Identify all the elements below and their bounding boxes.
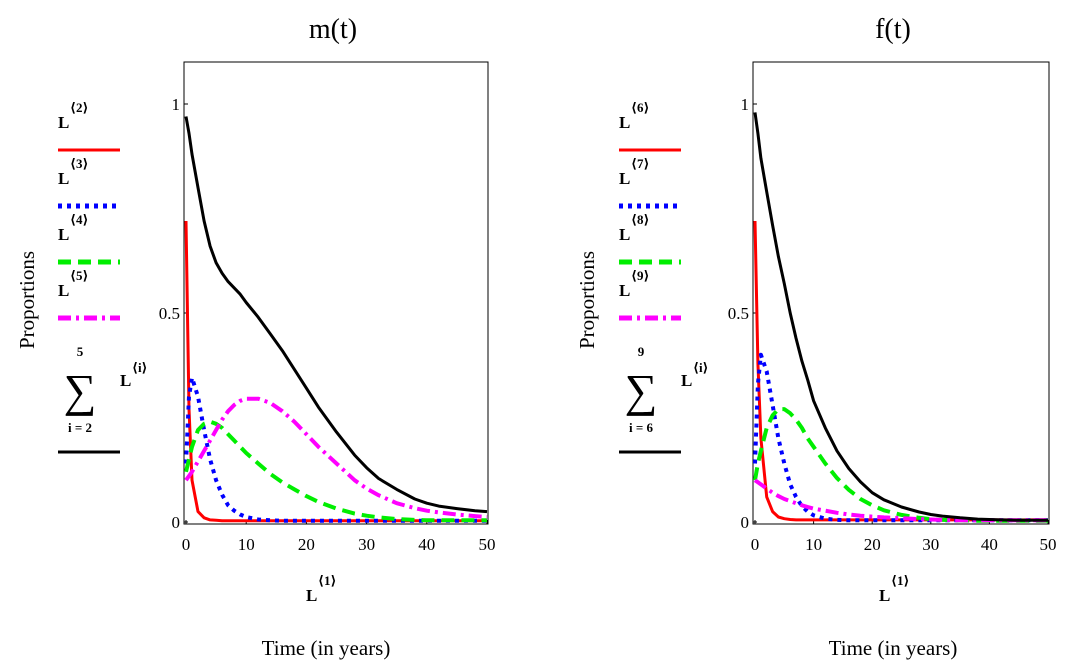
legend-label-sup-3: ⟨8⟩ (631, 212, 649, 227)
x-axis-label-m: Time (in years) (262, 636, 391, 660)
legend-f: L⟨6⟩L⟨7⟩L⟨8⟩L⟨9⟩9∑i = 6L⟨i⟩ (619, 100, 709, 454)
x-tick-label: 50 (479, 535, 496, 554)
chart-title-f: f(t) (875, 14, 911, 45)
legend-label-sup-4: ⟨9⟩ (631, 268, 649, 283)
x-tick-label: 30 (358, 535, 375, 554)
sum-term: L (681, 371, 692, 390)
x-axis-label-f: Time (in years) (829, 636, 958, 660)
series-line-2 (184, 375, 487, 523)
y-axis-label-f: Proportions (575, 251, 599, 349)
legend-label-sup-1: ⟨2⟩ (70, 100, 88, 115)
x-var-label-base-m: L (306, 586, 317, 605)
legend-label-3: L (619, 225, 630, 244)
y-tick-label: 0 (741, 513, 750, 532)
x-var-label-sup-f: ⟨1⟩ (891, 573, 909, 588)
legend-label-4: L (619, 281, 630, 300)
y-axis-label-m: Proportions (15, 251, 39, 349)
sum-lower-limit: i = 6 (629, 420, 654, 435)
x-tick-label: 40 (981, 535, 998, 554)
chart-m: m(t) Proportions L ⟨1⟩ Time (in years) 0… (15, 14, 496, 660)
sum-upper-limit: 5 (77, 344, 84, 359)
legend-label-1: L (619, 113, 630, 132)
plot-frame (183, 61, 489, 525)
legend-label-sup-2: ⟨3⟩ (70, 156, 88, 171)
x-tick-label: 30 (922, 535, 939, 554)
sum-lower-limit: i = 2 (68, 420, 92, 435)
x-var-label-base-f: L (879, 586, 890, 605)
axes-f: 00.510 10 20 30 40 50 (728, 61, 1057, 554)
plot-area-m (184, 116, 488, 523)
y-tick-label: 1 (741, 95, 750, 114)
chart-title-m: m(t) (309, 14, 357, 45)
axes-m: 00.510 10 20 30 40 50 (159, 61, 496, 554)
x-tick-label: 20 (864, 535, 881, 554)
legend-label-3: L (58, 225, 69, 244)
legend-label-sup-4: ⟨5⟩ (70, 268, 88, 283)
x-var-label-f: L ⟨1⟩ (879, 573, 909, 605)
legend-label-1: L (58, 113, 69, 132)
x-var-label-m: L ⟨1⟩ (306, 573, 336, 605)
sum-term-sup: ⟨i⟩ (693, 360, 709, 375)
sum-term: L (120, 371, 131, 390)
legend-label-sup-1: ⟨6⟩ (631, 100, 649, 115)
sum-upper-limit: 9 (638, 344, 645, 359)
x-tick-label: 0 (751, 535, 760, 554)
sum-symbol: ∑ (625, 365, 658, 416)
legend-label-sup-3: ⟨4⟩ (70, 212, 88, 227)
series-line-4 (184, 396, 488, 519)
chart-f: f(t) Proportions L ⟨1⟩ Time (in years) 0… (575, 14, 1057, 660)
x-tick-label: 20 (298, 535, 315, 554)
y-tick-label: 1 (172, 95, 181, 114)
x-tick-label: 0 (182, 535, 191, 554)
y-tick-label: 0.5 (159, 304, 180, 323)
legend-m: L⟨2⟩L⟨3⟩L⟨4⟩L⟨5⟩5∑i = 2L⟨i⟩ (58, 100, 148, 454)
x-var-label-sup-m: ⟨1⟩ (318, 573, 336, 588)
plot-area-f (753, 112, 1048, 523)
sum-term-sup: ⟨i⟩ (132, 360, 148, 375)
x-tick-label: 50 (1040, 535, 1057, 554)
sum-symbol: ∑ (64, 365, 97, 416)
legend-label-2: L (619, 169, 630, 188)
legend-label-sup-2: ⟨7⟩ (631, 156, 649, 171)
x-tick-label: 40 (418, 535, 435, 554)
series-line-1 (753, 220, 1048, 522)
x-tick-label: 10 (238, 535, 255, 554)
y-tick-label: 0 (172, 513, 181, 532)
series-line-1 (184, 220, 487, 523)
series-line-5 (184, 116, 488, 514)
series-line-5 (753, 112, 1048, 522)
series-line-2 (753, 352, 1048, 523)
plot-frame (752, 61, 1050, 525)
legend-label-4: L (58, 281, 69, 300)
y-tick-label: 0.5 (728, 304, 749, 323)
legend-label-2: L (58, 169, 69, 188)
x-tick-label: 10 (805, 535, 822, 554)
